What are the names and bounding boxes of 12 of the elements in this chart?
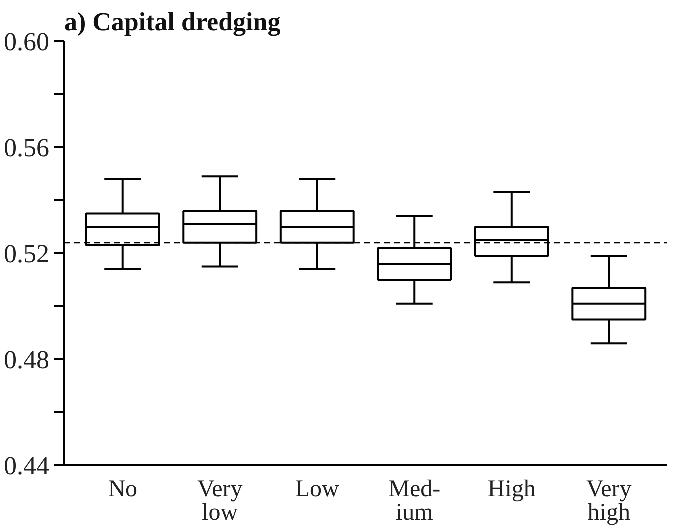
x-tick-label: Very low — [197, 476, 243, 526]
y-tick-label: 0.60 — [4, 28, 50, 56]
y-tick-label: 0.48 — [4, 346, 50, 374]
x-tick-label: Med- ium — [388, 476, 441, 526]
x-tick-label: High — [488, 476, 536, 502]
y-tick-label: 0.56 — [4, 134, 50, 162]
x-tick-label: No — [108, 476, 138, 502]
chart-title: a) Capital dredging — [64, 8, 281, 36]
x-tick-label: Very high — [586, 476, 632, 526]
y-tick-label: 0.44 — [4, 452, 50, 480]
y-tick-label: 0.52 — [4, 240, 50, 268]
x-tick-label: Low — [295, 476, 340, 502]
